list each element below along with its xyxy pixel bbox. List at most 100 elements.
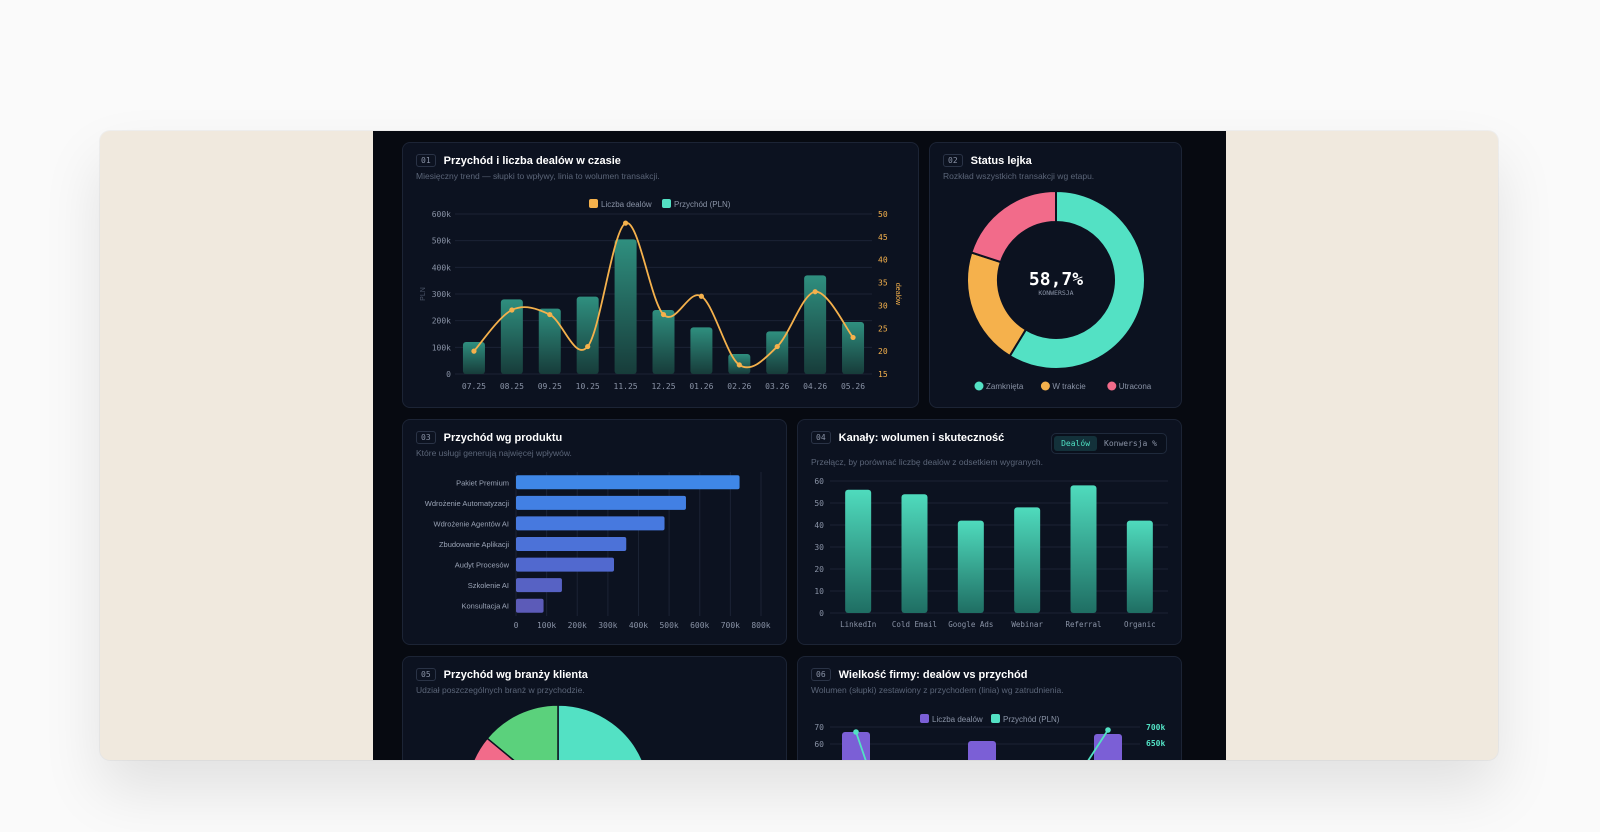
- deals-bar: [1094, 734, 1122, 760]
- card-header: 05 Przychód wg branży klienta: [416, 668, 588, 681]
- revenue-line: [855, 731, 867, 760]
- y-axis-label: PLN: [420, 287, 427, 301]
- x-tick-label: 09.25: [538, 382, 562, 391]
- card-header: 01 Przychód i liczba dealów w czasie: [416, 154, 621, 167]
- card-title: Przychód wg branży klienta: [443, 668, 588, 681]
- y-tick-label: 20: [814, 565, 824, 574]
- deals-point: [585, 343, 591, 350]
- legend-swatch: [1107, 381, 1117, 391]
- revenue-line: [1087, 729, 1109, 760]
- revenue-bar: [652, 310, 675, 374]
- card-number: 01: [416, 154, 436, 167]
- metric-toggle: Dealów Konwersja %: [1051, 433, 1167, 454]
- x-tick-label: 01.26: [689, 382, 713, 391]
- card-title: Wielkość firmy: dealów vs przychód: [838, 668, 1028, 681]
- legend-swatch: [1040, 381, 1050, 391]
- x-tick-label: 600k: [690, 621, 709, 630]
- y-tick-label: 600k: [432, 210, 451, 219]
- y-tick-label: 400k: [432, 263, 451, 272]
- card-subtitle: Rozkład wszystkich transakcji wg etapu.: [943, 171, 1095, 181]
- deals-point: [774, 343, 780, 350]
- toggle-conversion[interactable]: Konwersja %: [1104, 439, 1157, 448]
- deals-point: [850, 334, 856, 341]
- revenue-point: [1105, 727, 1111, 733]
- legend-swatch-deals: [589, 199, 598, 208]
- industry-pie-chart: [473, 704, 643, 760]
- revenue-bar: [576, 296, 599, 374]
- x-tick-label: 700k: [721, 621, 740, 630]
- industry-revenue-card: 05 Przychód wg branży klienta Udział pos…: [402, 656, 787, 760]
- y-tick-label: 10: [814, 587, 824, 596]
- card-subtitle: Udział poszczególnych branż w przychodzi…: [416, 685, 585, 695]
- x-tick-label: Cold Email: [892, 620, 937, 629]
- dashboard: 01 Przychód i liczba dealów w czasie Mie…: [373, 131, 1226, 760]
- y2-tick-label: 700k: [1146, 723, 1165, 732]
- y-tick-label: 60: [814, 477, 824, 486]
- deals-point: [622, 220, 629, 226]
- revenue-bar: [690, 327, 713, 374]
- revenue-deals-card: 01 Przychód i liczba dealów w czasie Mie…: [402, 142, 919, 408]
- y-tick-label: 50: [814, 499, 824, 508]
- y2-tick-label: 25: [878, 324, 888, 333]
- toggle-deals[interactable]: Dealów: [1054, 436, 1098, 451]
- y-tick-label: 500k: [432, 237, 451, 246]
- deals-point: [698, 293, 705, 299]
- x-tick-label: 500k: [659, 621, 678, 630]
- product-bar: [516, 516, 665, 531]
- category-label: Pakiet Premium: [456, 478, 509, 487]
- revenue-deals-chart: 0 100k 200k 300k 400k 500k 600k 15 20 25 30 35 40 45 5…: [420, 199, 901, 391]
- category-label: Audyt Procesów: [455, 561, 510, 570]
- card-number: 02: [943, 154, 963, 167]
- deals-point: [736, 362, 742, 368]
- category-label: Konsultacja AI: [461, 602, 509, 611]
- x-tick-label: 05.26: [841, 382, 865, 391]
- revenue-bar: [614, 239, 637, 374]
- card-header: 04 Kanały: wolumen i skuteczność: [811, 431, 1004, 444]
- card-title: Kanały: wolumen i skuteczność: [838, 431, 1005, 444]
- x-tick-label: 0: [514, 621, 519, 630]
- browser-frame: 01 Przychód i liczba dealów w czasie Mie…: [100, 131, 1498, 760]
- y2-tick-label: 15: [878, 370, 888, 379]
- x-tick-label: LinkedIn: [840, 620, 876, 629]
- channels-card: 04 Kanały: wolumen i skuteczność Dealów …: [797, 419, 1182, 645]
- y2-tick-label: 650k: [1146, 739, 1165, 748]
- y-tick-label: 40: [814, 521, 824, 530]
- card-subtitle: Przełącz, by porównać liczbę dealów z od…: [811, 457, 1043, 467]
- x-tick-label: 10.25: [576, 382, 600, 391]
- x-tick-label: 800k: [751, 621, 770, 630]
- legend-swatch-deals: [920, 714, 929, 723]
- x-tick-label: 08.25: [500, 382, 524, 391]
- y-tick-label: 0: [819, 609, 824, 618]
- card-number: 04: [811, 431, 831, 444]
- channel-bar: [1014, 507, 1041, 613]
- funnel-donut-chart: 58,7%KONWERSJA Zamknięta W trakcie Utracona: [966, 189, 1152, 391]
- y-tick-label: 60: [814, 740, 824, 749]
- x-tick-label: 400k: [629, 621, 648, 630]
- legend-label-revenue: Przychód (PLN): [674, 200, 731, 209]
- card-subtitle: Które usługi generują najwięcej wpływów.: [416, 448, 572, 458]
- card-header: 03 Przychód wg produktu: [416, 431, 562, 444]
- y-tick-label: 70: [814, 723, 824, 732]
- legend-label-deals: Liczba dealów: [932, 715, 983, 724]
- deals-point: [812, 289, 818, 295]
- product-bar: [516, 537, 627, 551]
- x-tick-label: Google Ads: [948, 620, 993, 629]
- x-tick-label: 03.26: [765, 382, 789, 391]
- donut-slice: [1008, 189, 1146, 370]
- channel-bar: [1070, 485, 1097, 613]
- legend-label-deals: Liczba dealów: [601, 200, 652, 209]
- y2-tick-label: 35: [878, 279, 888, 288]
- revenue-bar: [462, 342, 485, 374]
- deals-point: [547, 311, 553, 318]
- donut-center-value: 58,7%: [1029, 269, 1083, 290]
- funnel-status-card: 02 Status lejka Rozkład wszystkich trans…: [929, 142, 1182, 408]
- card-header: 02 Status lejka: [943, 154, 1032, 167]
- donut-slice: [966, 251, 1028, 358]
- deals-point: [509, 307, 515, 313]
- channel-bar: [845, 489, 872, 613]
- y2-tick-label: 45: [878, 233, 888, 242]
- revenue-bar: [538, 308, 561, 374]
- y-tick-label: 100k: [432, 343, 451, 352]
- pie-slice: [557, 704, 643, 760]
- legend-swatch: [974, 381, 984, 391]
